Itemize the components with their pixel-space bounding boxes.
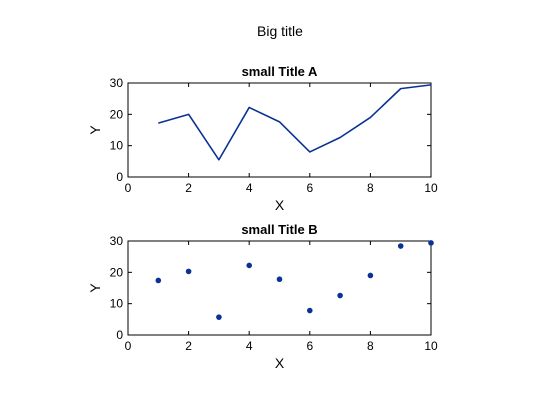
subplot-2: small Title B 0 2 4 6 8 10 0 10 20 30 X Y bbox=[87, 222, 438, 371]
y-tick-label: 20 bbox=[110, 265, 124, 279]
y-axis-label: Y bbox=[87, 125, 103, 135]
y-tick-label: 0 bbox=[116, 170, 123, 184]
y-tick-label: 10 bbox=[110, 297, 124, 311]
x-tick-label: 4 bbox=[246, 181, 253, 195]
data-point bbox=[397, 243, 404, 249]
subplot-title: small Title B bbox=[241, 222, 317, 237]
y-axis-label: Y bbox=[87, 283, 103, 293]
x-axis-label: X bbox=[275, 355, 285, 371]
axes-box bbox=[127, 82, 432, 178]
data-point bbox=[337, 292, 343, 299]
data-point bbox=[216, 314, 222, 320]
x-tick-label: 6 bbox=[306, 181, 313, 195]
data-point bbox=[246, 262, 252, 269]
y-tick-label: 30 bbox=[110, 234, 124, 248]
x-tick-label: 0 bbox=[125, 181, 132, 195]
data-point bbox=[307, 307, 313, 314]
y-tick-label: 30 bbox=[110, 76, 124, 90]
x-tick-label: 6 bbox=[306, 339, 313, 353]
x-tick-label: 8 bbox=[367, 181, 374, 195]
data-point bbox=[367, 272, 374, 279]
y-tick-label: 10 bbox=[110, 139, 124, 153]
data-point bbox=[276, 276, 283, 283]
y-tick-label: 20 bbox=[110, 107, 124, 121]
y-tick-label: 0 bbox=[116, 328, 123, 342]
x-tick-label: 4 bbox=[246, 339, 253, 353]
axes-box bbox=[127, 240, 432, 336]
x-tick-label: 2 bbox=[185, 339, 192, 353]
x-tick-label: 0 bbox=[125, 339, 132, 353]
figure-title: Big title bbox=[257, 23, 303, 39]
data-point bbox=[428, 240, 434, 246]
x-tick-label: 2 bbox=[185, 181, 192, 195]
subplot-1: small Title A 0 2 4 6 8 10 0 10 20 30 X Y bbox=[87, 64, 438, 213]
x-tick-label: 10 bbox=[424, 339, 438, 353]
series-line bbox=[158, 84, 432, 161]
x-tick-label: 8 bbox=[367, 339, 374, 353]
data-point bbox=[185, 268, 192, 275]
x-tick-label: 10 bbox=[424, 181, 438, 195]
data-point bbox=[155, 277, 162, 284]
subplot-title: small Title A bbox=[242, 64, 318, 79]
x-axis-label: X bbox=[275, 197, 285, 213]
